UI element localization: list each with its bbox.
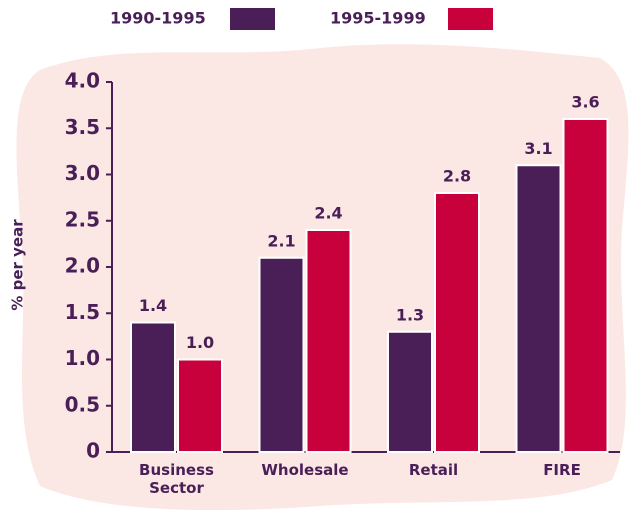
legend-label: 1995-1999 bbox=[330, 9, 426, 28]
value-label: 3.1 bbox=[524, 139, 552, 158]
bar bbox=[130, 321, 176, 453]
y-tick-label: 3.5 bbox=[65, 115, 100, 139]
bar bbox=[434, 192, 480, 453]
y-tick-label: 1.0 bbox=[65, 346, 100, 370]
y-tick-label: 1.5 bbox=[65, 300, 100, 324]
bar bbox=[177, 358, 223, 453]
bar bbox=[515, 164, 562, 453]
y-tick-label: 0 bbox=[86, 439, 100, 463]
legend-swatch bbox=[230, 8, 275, 30]
y-tick-label: 3.0 bbox=[65, 161, 100, 185]
y-axis-label: % per year bbox=[9, 219, 27, 311]
x-tick-label: Business Sector bbox=[139, 461, 214, 497]
bar bbox=[562, 118, 609, 453]
bar bbox=[387, 330, 433, 453]
value-label: 1.4 bbox=[139, 296, 167, 315]
bar bbox=[258, 256, 305, 453]
legend-label: 1990-1995 bbox=[110, 9, 206, 28]
y-tick-label: 2.5 bbox=[65, 207, 100, 231]
bar bbox=[305, 229, 352, 453]
value-label: 1.3 bbox=[396, 305, 424, 324]
value-label: 2.1 bbox=[267, 231, 295, 250]
value-label: 2.8 bbox=[443, 167, 471, 186]
legend-swatch bbox=[448, 8, 493, 30]
y-tick-label: 0.5 bbox=[65, 392, 100, 416]
value-label: 2.4 bbox=[314, 204, 342, 223]
value-label: 3.6 bbox=[571, 93, 599, 112]
y-tick-label: 2.0 bbox=[65, 254, 100, 278]
x-tick-label: Wholesale bbox=[261, 461, 349, 479]
x-tick-label: Retail bbox=[408, 461, 459, 479]
y-tick-label: 4.0 bbox=[65, 69, 100, 93]
x-tick-label: FIRE bbox=[543, 461, 581, 479]
value-label: 1.0 bbox=[186, 333, 214, 352]
